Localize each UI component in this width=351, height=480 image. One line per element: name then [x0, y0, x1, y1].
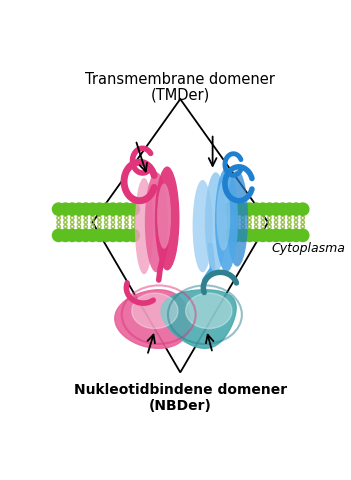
Circle shape — [230, 204, 242, 216]
Circle shape — [80, 204, 92, 216]
Ellipse shape — [205, 173, 226, 273]
Text: Cytoplasma: Cytoplasma — [272, 241, 346, 255]
Circle shape — [290, 230, 302, 242]
Ellipse shape — [226, 171, 248, 267]
Circle shape — [120, 230, 133, 242]
Ellipse shape — [145, 173, 168, 273]
Circle shape — [127, 204, 139, 216]
Circle shape — [277, 230, 289, 242]
Circle shape — [73, 204, 85, 216]
Circle shape — [283, 204, 296, 216]
Circle shape — [297, 204, 309, 216]
Circle shape — [270, 204, 282, 216]
Circle shape — [52, 204, 65, 216]
Circle shape — [93, 230, 106, 242]
Ellipse shape — [157, 184, 171, 249]
Circle shape — [107, 230, 119, 242]
Ellipse shape — [155, 167, 179, 271]
Text: (NBDer): (NBDer) — [149, 398, 212, 412]
Circle shape — [263, 204, 276, 216]
Circle shape — [120, 204, 133, 216]
Circle shape — [270, 230, 282, 242]
Circle shape — [250, 230, 262, 242]
Text: (TMDer): (TMDer) — [151, 87, 210, 102]
Circle shape — [52, 230, 65, 242]
Circle shape — [223, 230, 236, 242]
Circle shape — [100, 230, 112, 242]
Circle shape — [243, 230, 256, 242]
Circle shape — [283, 230, 296, 242]
Circle shape — [237, 230, 249, 242]
Circle shape — [80, 230, 92, 242]
Circle shape — [86, 230, 99, 242]
Circle shape — [237, 204, 249, 216]
Circle shape — [107, 204, 119, 216]
Circle shape — [100, 204, 112, 216]
Circle shape — [93, 204, 106, 216]
Circle shape — [66, 230, 78, 242]
Circle shape — [73, 230, 85, 242]
Circle shape — [250, 204, 262, 216]
Polygon shape — [132, 293, 178, 329]
Circle shape — [243, 204, 256, 216]
Circle shape — [257, 230, 269, 242]
Circle shape — [257, 204, 269, 216]
Ellipse shape — [193, 180, 213, 273]
Circle shape — [277, 204, 289, 216]
Circle shape — [297, 230, 309, 242]
Circle shape — [290, 204, 302, 216]
Circle shape — [59, 204, 72, 216]
Ellipse shape — [135, 179, 153, 275]
Circle shape — [86, 204, 99, 216]
Ellipse shape — [217, 182, 230, 251]
Circle shape — [223, 204, 236, 216]
Text: Nukleotidbindene domener: Nukleotidbindene domener — [74, 383, 287, 396]
Ellipse shape — [215, 168, 238, 272]
Circle shape — [66, 204, 78, 216]
Polygon shape — [161, 290, 236, 348]
Circle shape — [127, 230, 139, 242]
Circle shape — [114, 204, 126, 216]
Circle shape — [230, 230, 242, 242]
Circle shape — [114, 230, 126, 242]
Circle shape — [263, 230, 276, 242]
Text: Transmembrane domener: Transmembrane domener — [85, 72, 275, 86]
Polygon shape — [186, 293, 232, 329]
Circle shape — [59, 230, 72, 242]
Polygon shape — [115, 290, 190, 348]
